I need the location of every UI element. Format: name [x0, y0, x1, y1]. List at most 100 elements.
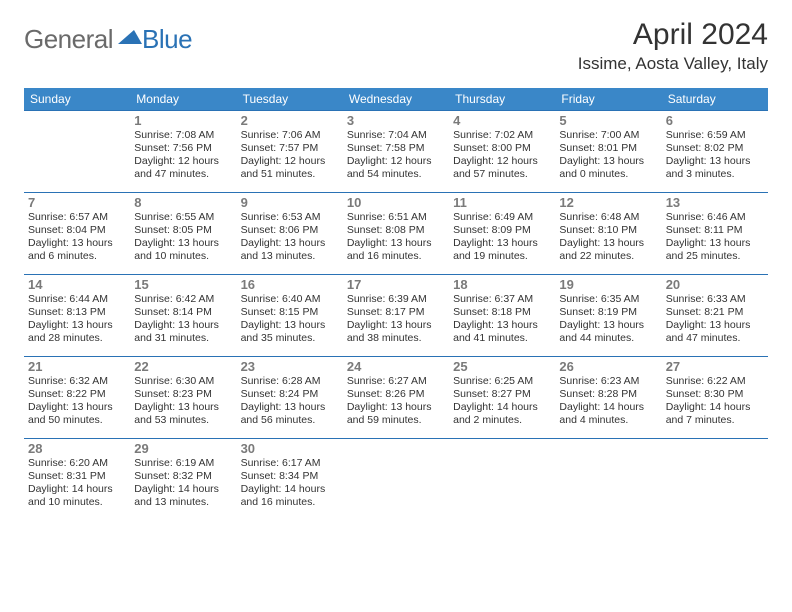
calendar-cell: 8Sunrise: 6:55 AMSunset: 8:05 PMDaylight… [130, 193, 236, 275]
calendar-cell: 11Sunrise: 6:49 AMSunset: 8:09 PMDayligh… [449, 193, 555, 275]
calendar-cell: 26Sunrise: 6:23 AMSunset: 8:28 PMDayligh… [555, 357, 661, 439]
daylight-line: Daylight: 12 hours and 51 minutes. [241, 155, 339, 181]
day-number: 27 [666, 359, 764, 374]
day-header: Saturday [662, 88, 768, 111]
sunset-line: Sunset: 8:22 PM [28, 388, 126, 401]
daylight-line: Daylight: 13 hours and 16 minutes. [347, 237, 445, 263]
day-number: 4 [453, 113, 551, 128]
day-number: 17 [347, 277, 445, 292]
sunrise-line: Sunrise: 6:49 AM [453, 211, 551, 224]
calendar-cell: 6Sunrise: 6:59 AMSunset: 8:02 PMDaylight… [662, 111, 768, 193]
day-header: Sunday [24, 88, 130, 111]
day-number: 6 [666, 113, 764, 128]
sunset-line: Sunset: 8:00 PM [453, 142, 551, 155]
calendar-week: 28Sunrise: 6:20 AMSunset: 8:31 PMDayligh… [24, 439, 768, 521]
calendar-cell [343, 439, 449, 521]
sunset-line: Sunset: 8:11 PM [666, 224, 764, 237]
calendar-cell: 21Sunrise: 6:32 AMSunset: 8:22 PMDayligh… [24, 357, 130, 439]
day-header: Thursday [449, 88, 555, 111]
sunrise-line: Sunrise: 6:19 AM [134, 457, 232, 470]
daylight-line: Daylight: 14 hours and 16 minutes. [241, 483, 339, 509]
day-number: 7 [28, 195, 126, 210]
sunrise-line: Sunrise: 6:48 AM [559, 211, 657, 224]
sunset-line: Sunset: 8:21 PM [666, 306, 764, 319]
daylight-line: Daylight: 13 hours and 59 minutes. [347, 401, 445, 427]
sunrise-line: Sunrise: 6:55 AM [134, 211, 232, 224]
calendar-cell [662, 439, 768, 521]
daylight-line: Daylight: 14 hours and 13 minutes. [134, 483, 232, 509]
daylight-line: Daylight: 13 hours and 3 minutes. [666, 155, 764, 181]
sunrise-line: Sunrise: 6:59 AM [666, 129, 764, 142]
sunset-line: Sunset: 8:31 PM [28, 470, 126, 483]
daylight-line: Daylight: 13 hours and 47 minutes. [666, 319, 764, 345]
day-number: 15 [134, 277, 232, 292]
calendar-cell [24, 111, 130, 193]
calendar-cell [555, 439, 661, 521]
sunset-line: Sunset: 8:02 PM [666, 142, 764, 155]
calendar-cell: 13Sunrise: 6:46 AMSunset: 8:11 PMDayligh… [662, 193, 768, 275]
calendar-cell: 16Sunrise: 6:40 AMSunset: 8:15 PMDayligh… [237, 275, 343, 357]
calendar-cell: 23Sunrise: 6:28 AMSunset: 8:24 PMDayligh… [237, 357, 343, 439]
sunset-line: Sunset: 8:32 PM [134, 470, 232, 483]
calendar-week: 7Sunrise: 6:57 AMSunset: 8:04 PMDaylight… [24, 193, 768, 275]
day-number: 12 [559, 195, 657, 210]
calendar-cell: 5Sunrise: 7:00 AMSunset: 8:01 PMDaylight… [555, 111, 661, 193]
sunset-line: Sunset: 8:06 PM [241, 224, 339, 237]
sunrise-line: Sunrise: 7:06 AM [241, 129, 339, 142]
sunrise-line: Sunrise: 7:00 AM [559, 129, 657, 142]
daylight-line: Daylight: 12 hours and 57 minutes. [453, 155, 551, 181]
sunrise-line: Sunrise: 6:53 AM [241, 211, 339, 224]
day-header: Friday [555, 88, 661, 111]
sunset-line: Sunset: 8:14 PM [134, 306, 232, 319]
day-number: 23 [241, 359, 339, 374]
calendar-week: 21Sunrise: 6:32 AMSunset: 8:22 PMDayligh… [24, 357, 768, 439]
sunrise-line: Sunrise: 6:17 AM [241, 457, 339, 470]
logo-triangle-icon [118, 28, 142, 51]
sunrise-line: Sunrise: 6:39 AM [347, 293, 445, 306]
day-number: 29 [134, 441, 232, 456]
daylight-line: Daylight: 13 hours and 19 minutes. [453, 237, 551, 263]
sunset-line: Sunset: 7:57 PM [241, 142, 339, 155]
header: General Blue April 2024 Issime, Aosta Va… [24, 18, 768, 74]
day-number: 11 [453, 195, 551, 210]
sunset-line: Sunset: 8:15 PM [241, 306, 339, 319]
sunset-line: Sunset: 8:24 PM [241, 388, 339, 401]
day-number: 22 [134, 359, 232, 374]
calendar-cell [449, 439, 555, 521]
daylight-line: Daylight: 12 hours and 47 minutes. [134, 155, 232, 181]
sunrise-line: Sunrise: 6:51 AM [347, 211, 445, 224]
daylight-line: Daylight: 13 hours and 25 minutes. [666, 237, 764, 263]
day-number: 19 [559, 277, 657, 292]
calendar-cell: 27Sunrise: 6:22 AMSunset: 8:30 PMDayligh… [662, 357, 768, 439]
day-number: 2 [241, 113, 339, 128]
calendar-cell: 25Sunrise: 6:25 AMSunset: 8:27 PMDayligh… [449, 357, 555, 439]
daylight-line: Daylight: 13 hours and 38 minutes. [347, 319, 445, 345]
sunset-line: Sunset: 8:18 PM [453, 306, 551, 319]
daylight-line: Daylight: 13 hours and 31 minutes. [134, 319, 232, 345]
day-number: 8 [134, 195, 232, 210]
sunset-line: Sunset: 8:26 PM [347, 388, 445, 401]
sunrise-line: Sunrise: 6:42 AM [134, 293, 232, 306]
day-number: 28 [28, 441, 126, 456]
sunset-line: Sunset: 8:09 PM [453, 224, 551, 237]
day-number: 1 [134, 113, 232, 128]
daylight-line: Daylight: 13 hours and 28 minutes. [28, 319, 126, 345]
sunset-line: Sunset: 8:01 PM [559, 142, 657, 155]
sunrise-line: Sunrise: 6:35 AM [559, 293, 657, 306]
day-number: 9 [241, 195, 339, 210]
day-header-row: Sunday Monday Tuesday Wednesday Thursday… [24, 88, 768, 111]
calendar-cell: 10Sunrise: 6:51 AMSunset: 8:08 PMDayligh… [343, 193, 449, 275]
daylight-line: Daylight: 14 hours and 4 minutes. [559, 401, 657, 427]
sunrise-line: Sunrise: 6:23 AM [559, 375, 657, 388]
calendar-cell: 4Sunrise: 7:02 AMSunset: 8:00 PMDaylight… [449, 111, 555, 193]
calendar-week: 1Sunrise: 7:08 AMSunset: 7:56 PMDaylight… [24, 111, 768, 193]
sunrise-line: Sunrise: 7:04 AM [347, 129, 445, 142]
sunset-line: Sunset: 7:56 PM [134, 142, 232, 155]
calendar-cell: 2Sunrise: 7:06 AMSunset: 7:57 PMDaylight… [237, 111, 343, 193]
day-number: 30 [241, 441, 339, 456]
sunrise-line: Sunrise: 6:22 AM [666, 375, 764, 388]
day-number: 20 [666, 277, 764, 292]
sunset-line: Sunset: 8:04 PM [28, 224, 126, 237]
calendar-cell: 14Sunrise: 6:44 AMSunset: 8:13 PMDayligh… [24, 275, 130, 357]
calendar-table: Sunday Monday Tuesday Wednesday Thursday… [24, 88, 768, 521]
